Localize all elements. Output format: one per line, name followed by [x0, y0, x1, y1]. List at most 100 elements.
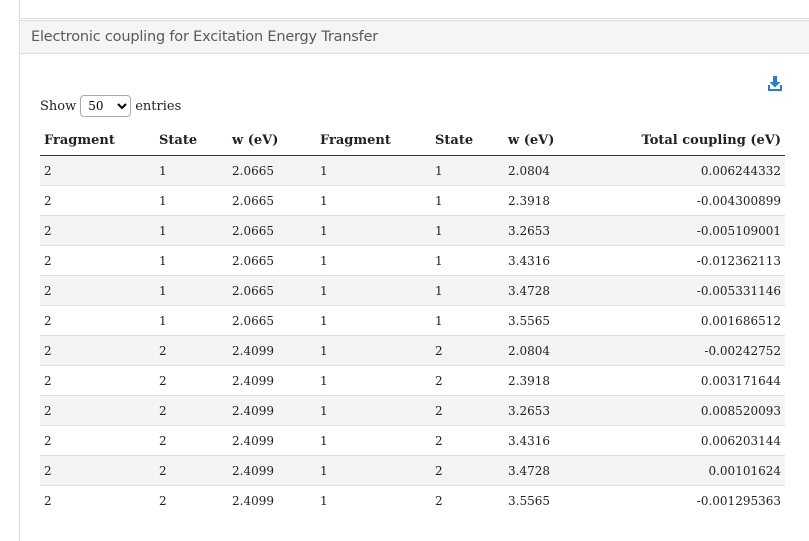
table-cell: 2.0665 [228, 155, 316, 186]
table-cell: 1 [155, 185, 228, 216]
table-cell: 3.2653 [504, 215, 592, 246]
table-cell: 3.2653 [504, 395, 592, 426]
table-row: 2 1 2.0665 1 1 3.2653 -0.005109001 [40, 215, 785, 246]
top-frame [19, 0, 809, 19]
table-cell: 2 [431, 335, 504, 366]
table-cell: 2 [431, 365, 504, 396]
table-cell: 2 [40, 155, 155, 186]
table-cell: 1 [316, 185, 431, 216]
table-row: 2 1 2.0665 1 1 2.3918 -0.004300899 [40, 185, 785, 216]
table-cell: 2.0665 [228, 305, 316, 336]
table-cell: 2.0665 [228, 275, 316, 306]
table-cell: 2 [40, 275, 155, 306]
table-cell: 1 [316, 485, 431, 515]
table-cell: 2.4099 [228, 455, 316, 486]
page-length-control: Show 50 entries [40, 95, 181, 117]
table-cell: 2.0804 [504, 155, 592, 186]
table-row: 2 2 2.4099 1 2 3.5565 -0.001295363 [40, 485, 785, 515]
table-cell: 0.006203144 [592, 425, 785, 456]
table-cell: 2.3918 [504, 365, 592, 396]
table-cell: 2 [431, 485, 504, 515]
table-cell: 3.4728 [504, 455, 592, 486]
table-cell: 1 [316, 455, 431, 486]
table-cell: 2 [155, 425, 228, 456]
table-cell: 2 [155, 395, 228, 426]
table-row: 2 1 2.0665 1 1 2.0804 0.006244332 [40, 155, 785, 186]
coupling-table: Fragment State w (eV) Fragment State w (… [40, 125, 785, 515]
table-cell: 2 [40, 425, 155, 456]
table-cell: 2 [155, 335, 228, 366]
table-cell: 3.4728 [504, 275, 592, 306]
table-cell: 1 [316, 215, 431, 246]
column-header-w-a[interactable]: w (eV) [228, 125, 316, 156]
table-cell: 0.00101624 [592, 455, 785, 486]
table-row: 2 2 2.4099 1 2 2.0804 -0.00242752 [40, 335, 785, 366]
table-cell: 2.4099 [228, 365, 316, 396]
table-cell: 2 [40, 365, 155, 396]
table-cell: 2 [155, 455, 228, 486]
table-cell: 1 [431, 275, 504, 306]
table-cell: 1 [316, 245, 431, 276]
table-row: 2 1 2.0665 1 1 3.4316 -0.012362113 [40, 245, 785, 276]
table-cell: -0.005331146 [592, 275, 785, 306]
entries-label: entries [135, 98, 182, 114]
table-cell: 2.4099 [228, 425, 316, 456]
table-cell: 3.4316 [504, 245, 592, 276]
table-cell: 2 [431, 425, 504, 456]
table-row: 2 2 2.4099 1 2 3.4316 0.006203144 [40, 425, 785, 456]
table-cell: 3.4316 [504, 425, 592, 456]
table-cell: 2 [40, 395, 155, 426]
column-header-w-b[interactable]: w (eV) [504, 125, 592, 156]
table-cell: 2.4099 [228, 395, 316, 426]
table-cell: 2 [155, 365, 228, 396]
table-row: 2 1 2.0665 1 1 3.5565 0.001686512 [40, 305, 785, 336]
download-icon[interactable] [767, 75, 783, 93]
table-cell: 2 [40, 335, 155, 366]
column-header-fragment-b[interactable]: Fragment [316, 125, 431, 156]
table-cell: 1 [155, 215, 228, 246]
table-cell: 0.008520093 [592, 395, 785, 426]
table-cell: 2 [40, 185, 155, 216]
column-header-state-a[interactable]: State [155, 125, 228, 156]
table-cell: 2.3918 [504, 185, 592, 216]
table-cell: -0.004300899 [592, 185, 785, 216]
table-cell: 1 [316, 305, 431, 336]
table-cell: 0.003171644 [592, 365, 785, 396]
table-row: 2 2 2.4099 1 2 2.3918 0.003171644 [40, 365, 785, 396]
table-cell: 2 [431, 455, 504, 486]
table-cell: -0.005109001 [592, 215, 785, 246]
table-cell: 1 [316, 335, 431, 366]
table-cell: 2.0665 [228, 185, 316, 216]
table-cell: -0.001295363 [592, 485, 785, 515]
table-cell: 1 [155, 155, 228, 186]
table-row: 2 2 2.4099 1 2 3.4728 0.00101624 [40, 455, 785, 486]
table-cell: 1 [316, 275, 431, 306]
column-header-total-coupling[interactable]: Total coupling (eV) [592, 125, 785, 156]
table-cell: 1 [431, 305, 504, 336]
table-cell: 2 [431, 395, 504, 426]
table-cell: 2.4099 [228, 335, 316, 366]
table-row: 2 1 2.0665 1 1 3.4728 -0.005331146 [40, 275, 785, 306]
table-cell: 2 [40, 245, 155, 276]
table-cell: 2 [40, 485, 155, 515]
table-cell: 1 [316, 155, 431, 186]
column-header-fragment-a[interactable]: Fragment [40, 125, 155, 156]
table-cell: 0.001686512 [592, 305, 785, 336]
page-length-select[interactable]: 50 [80, 95, 132, 117]
header-row: Fragment State w (eV) Fragment State w (… [40, 125, 785, 156]
table-cell: 3.5565 [504, 305, 592, 336]
table-cell: 1 [316, 395, 431, 426]
column-header-state-b[interactable]: State [431, 125, 504, 156]
table-cell: 1 [316, 425, 431, 456]
table-cell: 2.0665 [228, 245, 316, 276]
table-cell: 2.0804 [504, 335, 592, 366]
table-row: 2 2 2.4099 1 2 3.2653 0.008520093 [40, 395, 785, 426]
table-cell: 2.4099 [228, 485, 316, 515]
table-cell: 1 [431, 215, 504, 246]
table-cell: 1 [155, 275, 228, 306]
table-cell: -0.00242752 [592, 335, 785, 366]
table-cell: 2 [40, 215, 155, 246]
table-cell: 1 [155, 245, 228, 276]
table-cell: -0.012362113 [592, 245, 785, 276]
table-cell: 2 [155, 485, 228, 515]
